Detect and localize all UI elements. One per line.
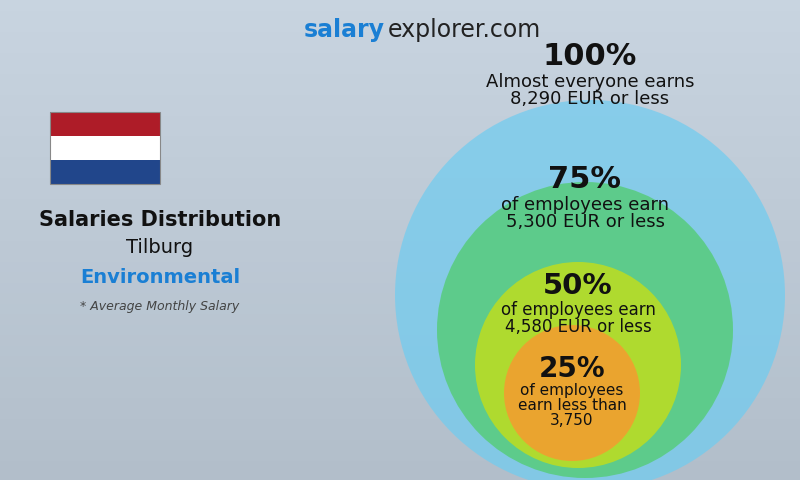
Text: 75%: 75% [549,165,622,194]
Circle shape [504,325,640,461]
Text: Almost everyone earns: Almost everyone earns [486,73,694,91]
Text: 4,580 EUR or less: 4,580 EUR or less [505,318,651,336]
Text: 25%: 25% [538,355,606,383]
Text: of employees earn: of employees earn [501,301,655,319]
Text: Tilburg: Tilburg [126,238,194,257]
Text: of employees earn: of employees earn [501,196,669,214]
Text: of employees: of employees [520,383,624,398]
Bar [50,136,160,160]
Text: 100%: 100% [543,42,637,71]
Circle shape [475,262,681,468]
Text: Environmental: Environmental [80,268,240,287]
Text: 50%: 50% [543,272,613,300]
Text: explorer.com: explorer.com [388,18,542,42]
Text: earn less than: earn less than [518,398,626,413]
Text: * Average Monthly Salary: * Average Monthly Salary [80,300,240,313]
Bar [50,112,160,136]
Text: 3,750: 3,750 [550,413,594,428]
Text: 5,300 EUR or less: 5,300 EUR or less [506,213,665,231]
Text: Salaries Distribution: Salaries Distribution [39,210,281,230]
Text: salary: salary [304,18,385,42]
Bar [50,112,160,184]
Bar [50,160,160,184]
Circle shape [437,182,733,478]
Text: 8,290 EUR or less: 8,290 EUR or less [510,90,670,108]
Circle shape [395,100,785,480]
